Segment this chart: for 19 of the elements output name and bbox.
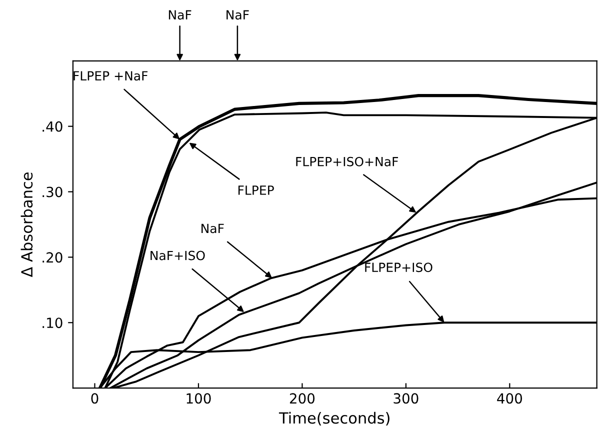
x-tick-label: 0 (91, 393, 98, 404)
text: NaF (226, 10, 249, 20)
annotation: NaF (202, 224, 224, 234)
x-axis-title: Time(seconds) (278, 412, 390, 426)
y-tick-label: .10 (42, 318, 62, 328)
x-tick-label: 400 (497, 393, 522, 404)
y-axis-title: Δ Absorbance (20, 172, 33, 278)
x-tick-label: 300 (394, 393, 418, 404)
y-tick-label: .40 (42, 121, 62, 132)
annotation: FLPEP+ISO+NaF (296, 156, 398, 166)
annotation: FLPEP (238, 186, 274, 195)
y-tick-label: .30 (42, 186, 62, 198)
x-tick-label: 100 (186, 393, 211, 404)
text: NaF (168, 10, 192, 20)
x-tick-label: 200 (290, 393, 315, 404)
y-tick-label: .20 (42, 252, 62, 263)
annotation: FLPEP+ISO (365, 262, 432, 272)
annotation: NaF+ISO (150, 250, 205, 260)
annotation: FLPEP +NaF (74, 71, 148, 81)
